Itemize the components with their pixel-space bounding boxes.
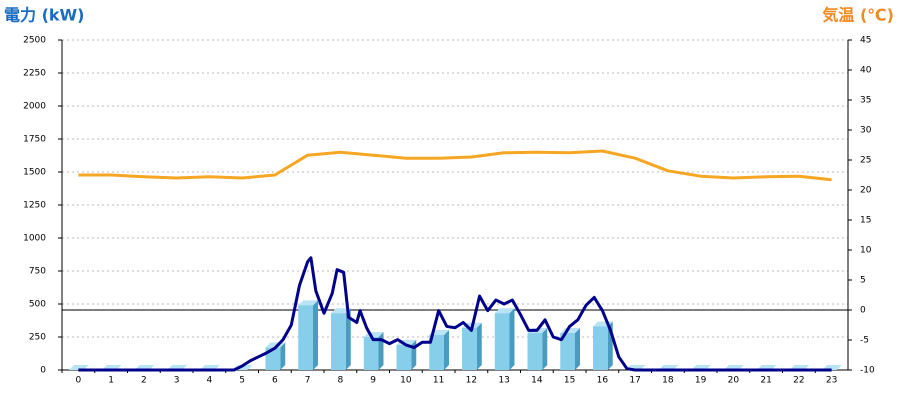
x-tick-label: 17: [629, 376, 640, 386]
x-tick-label: 3: [174, 376, 180, 386]
bar: [593, 326, 608, 370]
bar: [494, 313, 510, 370]
y2-tick-label: 35: [860, 96, 871, 106]
x-tick-label: 20: [728, 376, 740, 386]
bar-side: [345, 308, 351, 370]
bar-side: [542, 328, 548, 370]
x-tick-label: 5: [239, 376, 245, 386]
y2-tick-label: 30: [860, 126, 872, 136]
y-tick-label: 1500: [23, 168, 46, 178]
x-tick-label: 21: [760, 376, 771, 386]
bar: [298, 305, 313, 370]
x-tick-label: 10: [400, 376, 412, 386]
y-axis-title: 電力 (kW): [4, 6, 85, 25]
bar-side: [312, 300, 318, 370]
y2-tick-label: 40: [860, 66, 872, 76]
bar: [560, 333, 575, 370]
y-tick-label: 1000: [23, 234, 46, 244]
bar-side: [378, 332, 384, 370]
y-tick-label: 750: [29, 267, 46, 277]
bar: [429, 335, 444, 370]
y-tick-label: 0: [40, 366, 46, 376]
y2-tick-label: -5: [860, 336, 869, 346]
y2-tick-label: 25: [860, 156, 871, 166]
bar-side: [411, 339, 417, 370]
bar-top: [331, 308, 351, 314]
x-tick-label: 7: [305, 376, 311, 386]
temperature-line: [78, 149, 832, 182]
bar: [265, 347, 281, 370]
y2-tick-label: 10: [860, 246, 872, 256]
bar-top: [494, 308, 515, 314]
x-tick-label: 1: [108, 376, 114, 386]
x-tick-label: 13: [498, 376, 509, 386]
bar-side: [280, 342, 286, 370]
x-tick-label: 23: [826, 376, 837, 386]
y-tick-label: 2000: [23, 102, 46, 112]
x-tick-label: 12: [466, 376, 477, 386]
y2-tick-label: 5: [860, 276, 866, 286]
y-tick-label: 2250: [23, 69, 46, 79]
y2-axis-title: 気温 (℃): [822, 6, 894, 25]
bar-side: [574, 328, 580, 370]
y-tick-label: 500: [29, 300, 46, 310]
y2-tick-label: 20: [860, 186, 872, 196]
bar-side: [443, 330, 449, 370]
y2-tick-label: -10: [860, 366, 875, 376]
y2-tick-label: 0: [860, 306, 866, 316]
x-tick-label: 4: [207, 376, 213, 386]
x-tick-label: 9: [370, 376, 376, 386]
bar: [363, 337, 379, 370]
x-tick-label: 19: [695, 376, 707, 386]
y-tick-label: 250: [29, 333, 46, 343]
bar-top: [298, 300, 318, 306]
y2-tick-label: 15: [860, 216, 871, 226]
bar: [462, 327, 477, 370]
bar-side: [509, 308, 515, 370]
x-tick-label: 11: [433, 376, 444, 386]
y-tick-label: 1250: [23, 201, 46, 211]
x-tick-label: 2: [141, 376, 147, 386]
x-tick-label: 16: [597, 376, 609, 386]
power-line: [78, 256, 832, 372]
x-tick-label: 14: [531, 376, 543, 386]
y2-tick-label: 45: [860, 36, 871, 46]
y-tick-label: 1750: [23, 135, 46, 145]
x-tick-label: 18: [662, 376, 674, 386]
bar-side: [476, 322, 482, 370]
bar: [396, 344, 412, 370]
x-tick-label: 6: [272, 376, 278, 386]
x-tick-label: 15: [564, 376, 575, 386]
y-tick-label: 2500: [23, 36, 46, 46]
bar: [331, 313, 346, 370]
x-tick-label: 0: [76, 376, 82, 386]
bar: [527, 333, 543, 370]
x-tick-label: 22: [793, 376, 804, 386]
x-tick-label: 8: [338, 376, 344, 386]
